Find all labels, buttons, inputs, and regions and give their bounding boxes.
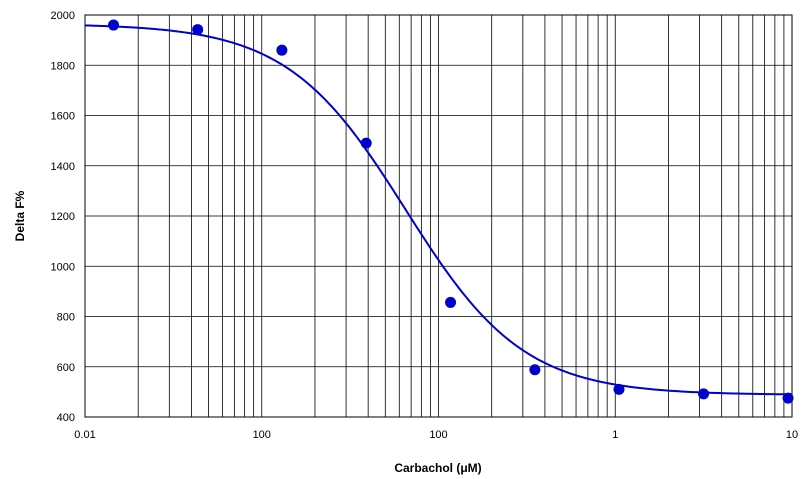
x-tick-label: 100 xyxy=(429,429,447,441)
y-tick-label: 1200 xyxy=(51,211,75,223)
y-tick-label: 800 xyxy=(57,312,75,324)
data-point xyxy=(108,19,120,31)
data-point xyxy=(445,296,457,308)
fit-curve xyxy=(84,24,793,396)
x-axis-ticks: 0.01 100 100 1 10 xyxy=(74,429,798,441)
data-point xyxy=(782,392,794,404)
y-axis-label: Delta F% xyxy=(13,190,27,241)
x-tick-label: 100 xyxy=(253,429,271,441)
x-tick-label: 0.01 xyxy=(74,429,95,441)
y-tick-label: 1400 xyxy=(51,161,75,173)
x-axis-label: Carbachol (μM) xyxy=(394,461,481,475)
y-tick-label: 2000 xyxy=(51,10,75,22)
data-point xyxy=(276,44,288,56)
y-tick-label: 1000 xyxy=(51,261,75,273)
data-points xyxy=(108,19,794,404)
y-tick-label: 600 xyxy=(57,362,75,374)
data-point xyxy=(360,137,372,149)
plot-area-frame xyxy=(84,14,793,418)
grid-lines xyxy=(85,14,792,418)
y-tick-label: 400 xyxy=(57,412,75,424)
y-axis-ticks: 400 600 800 1000 1200 1400 1600 1800 2000 xyxy=(51,10,75,424)
x-tick-label: 10 xyxy=(786,429,798,441)
data-point xyxy=(192,24,204,36)
data-point xyxy=(529,364,541,376)
data-point xyxy=(698,388,710,400)
y-tick-label: 1800 xyxy=(51,60,75,72)
x-tick-label: 1 xyxy=(612,429,618,441)
data-point xyxy=(613,383,625,395)
y-tick-label: 1600 xyxy=(51,111,75,123)
